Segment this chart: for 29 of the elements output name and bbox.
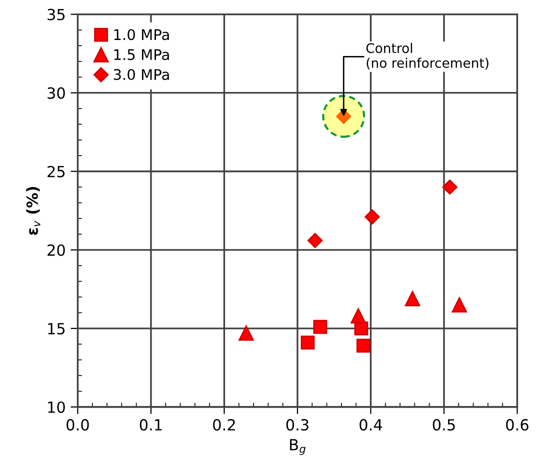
- y-tick-label: 35: [48, 8, 65, 20]
- x-tick-label: 0.2: [213, 419, 235, 431]
- y-axis-title: ε$_{v}$ (%): [26, 187, 40, 235]
- point: [307, 232, 323, 248]
- x-tick-label: 0.1: [140, 419, 162, 431]
- legend-label: 1.0 MPa: [114, 29, 169, 40]
- point: [350, 308, 366, 324]
- point: [442, 180, 458, 195]
- y-tick-label: 20: [48, 244, 65, 256]
- y-tick-label: 25: [48, 166, 65, 178]
- y-tick-label: 15: [48, 323, 65, 334]
- annotation: Control (no reinforcement): [366, 42, 488, 70]
- point: [364, 209, 380, 224]
- x-tick-label: 0.6: [506, 419, 528, 431]
- x-axis-title: B$_{g}$: [290, 439, 306, 455]
- point: [356, 338, 370, 353]
- point: [300, 336, 315, 350]
- legend-label: 1.5 MPa: [114, 49, 169, 60]
- x-tick-label: 0.5: [432, 419, 455, 431]
- y-tick-label: 10: [48, 401, 65, 413]
- x-tick-label: 0.3: [286, 419, 308, 431]
- point: [313, 320, 328, 334]
- legend-label: 3.0 MPa: [114, 69, 169, 80]
- point: [404, 290, 420, 306]
- point: [452, 297, 468, 313]
- y-tick-label: 30: [48, 87, 65, 99]
- point: [238, 326, 254, 341]
- x-tick-label: 0.4: [360, 419, 382, 431]
- x-tick-label: 0.0: [66, 419, 89, 431]
